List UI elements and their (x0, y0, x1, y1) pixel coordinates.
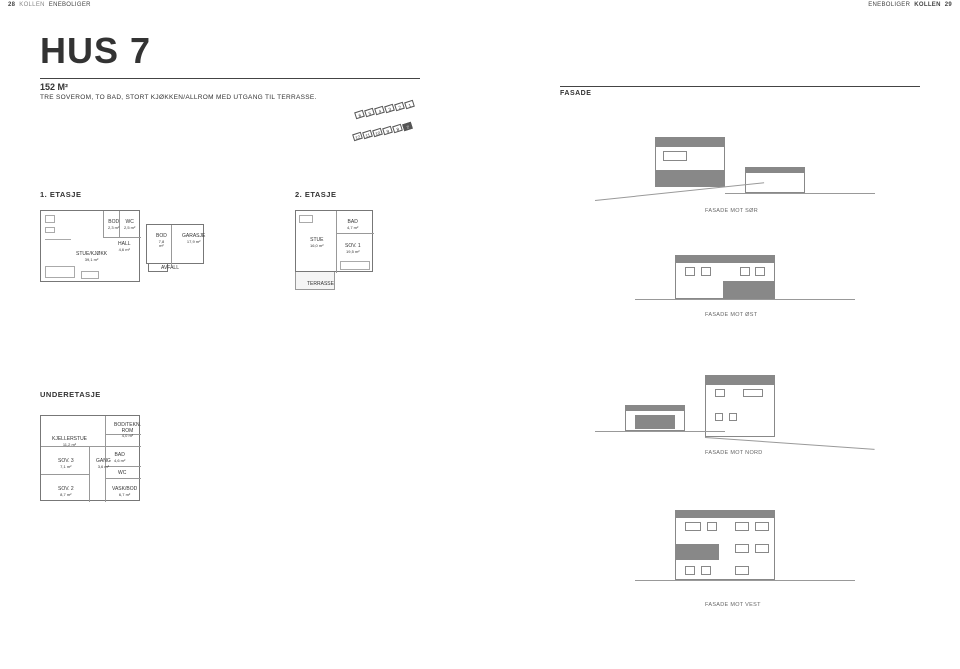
floor1-label: 1. ETASJE (40, 190, 81, 199)
siteplan-lot: 8 (392, 124, 403, 133)
room-label: STUE16,0 m² (310, 238, 324, 248)
room-label: BOD2,3 m² (108, 220, 119, 230)
room-label: KJELLERSTUE11,2 m² (52, 437, 87, 447)
room-label: SOV. 28,7 m² (58, 487, 74, 497)
site-left: KOLLEN (19, 2, 44, 8)
room-label: GANG3,6 m² (96, 459, 111, 469)
type-left: ENEBOLIGER (49, 2, 91, 8)
elev-nord-label: FASADE MOT NORD (705, 450, 763, 456)
elev-nord (595, 355, 875, 455)
house-area: 152 M² (40, 82, 420, 92)
room-label: BOD7,8 m² (156, 234, 167, 248)
floor2-label: 2. ETASJE (295, 190, 336, 199)
type-right: ENEBOLIGER (868, 2, 910, 8)
elev-vest (635, 500, 855, 600)
siteplan: 654321121110987 (355, 105, 415, 155)
room-label: SOV. 119,5 m² (345, 244, 361, 254)
room-label: TERRASSE (307, 282, 334, 288)
page-header: 28 KOLLEN ENEBOLIGER ENEBOLIGER KOLLEN 2… (0, 0, 960, 10)
elev-vest-label: FASADE MOT VEST (705, 602, 761, 608)
room-label: WC (118, 471, 126, 477)
rule (40, 78, 420, 79)
siteplan-lot: 2 (394, 102, 405, 111)
room-label: GARASJE17,9 m² (182, 234, 205, 244)
floor2-plan: BAD4,7 m²STUE16,0 m²SOV. 119,5 m²TERRASS… (295, 210, 373, 272)
room-label: BAD4,6 m² (114, 453, 125, 463)
elev-sor-label: FASADE MOT SØR (705, 208, 758, 214)
room-label: BOD/TEKN. ROM4,0 m² (114, 423, 141, 438)
house-desc: TRE SOVEROM, TO BAD, STORT KJØKKEN/ALLRO… (40, 94, 420, 101)
siteplan-lot: 12 (352, 132, 363, 141)
page-num-right: 29 (945, 2, 952, 8)
page-num-left: 28 (8, 2, 15, 8)
house-title: HUS 7 (40, 30, 920, 72)
room-label: WC2,5 m² (124, 220, 135, 230)
under-label: UNDERETASJE (40, 390, 101, 399)
siteplan-lot: 10 (372, 128, 383, 137)
room-label: SOV. 37,1 m² (58, 459, 74, 469)
room-label: VASK/BOD6,7 m² (112, 487, 137, 497)
siteplan-lot: 7 (402, 122, 413, 131)
rule-right (560, 86, 920, 87)
room-label: AVFALL (161, 266, 179, 272)
room-label: HALL4,6 m² (118, 242, 131, 252)
room-label: STUE/KJØKK39,1 m² (76, 252, 107, 262)
siteplan-lot: 5 (364, 108, 375, 117)
elev-ost-label: FASADE MOT ØST (705, 312, 757, 318)
siteplan-lot: 1 (404, 100, 415, 109)
elev-sor (595, 125, 875, 215)
floor1-plan: BOD2,3 m² WC2,5 m² HALL4,6 m² STUE/KJØKK39,… (40, 210, 140, 282)
room-label: BAD4,7 m² (347, 220, 358, 230)
under-plan: BOD/TEKN. ROM4,0 m² KJELLERSTUE11,2 m² BAD… (40, 415, 140, 501)
siteplan-lot: 9 (382, 126, 393, 135)
siteplan-lot: 4 (374, 106, 385, 115)
elev-ost (635, 245, 855, 315)
siteplan-lot: 6 (354, 110, 365, 119)
siteplan-lot: 11 (362, 130, 373, 139)
siteplan-lot: 3 (384, 104, 395, 113)
site-right: KOLLEN (914, 2, 940, 8)
fasade-heading: FASADE (560, 90, 920, 97)
